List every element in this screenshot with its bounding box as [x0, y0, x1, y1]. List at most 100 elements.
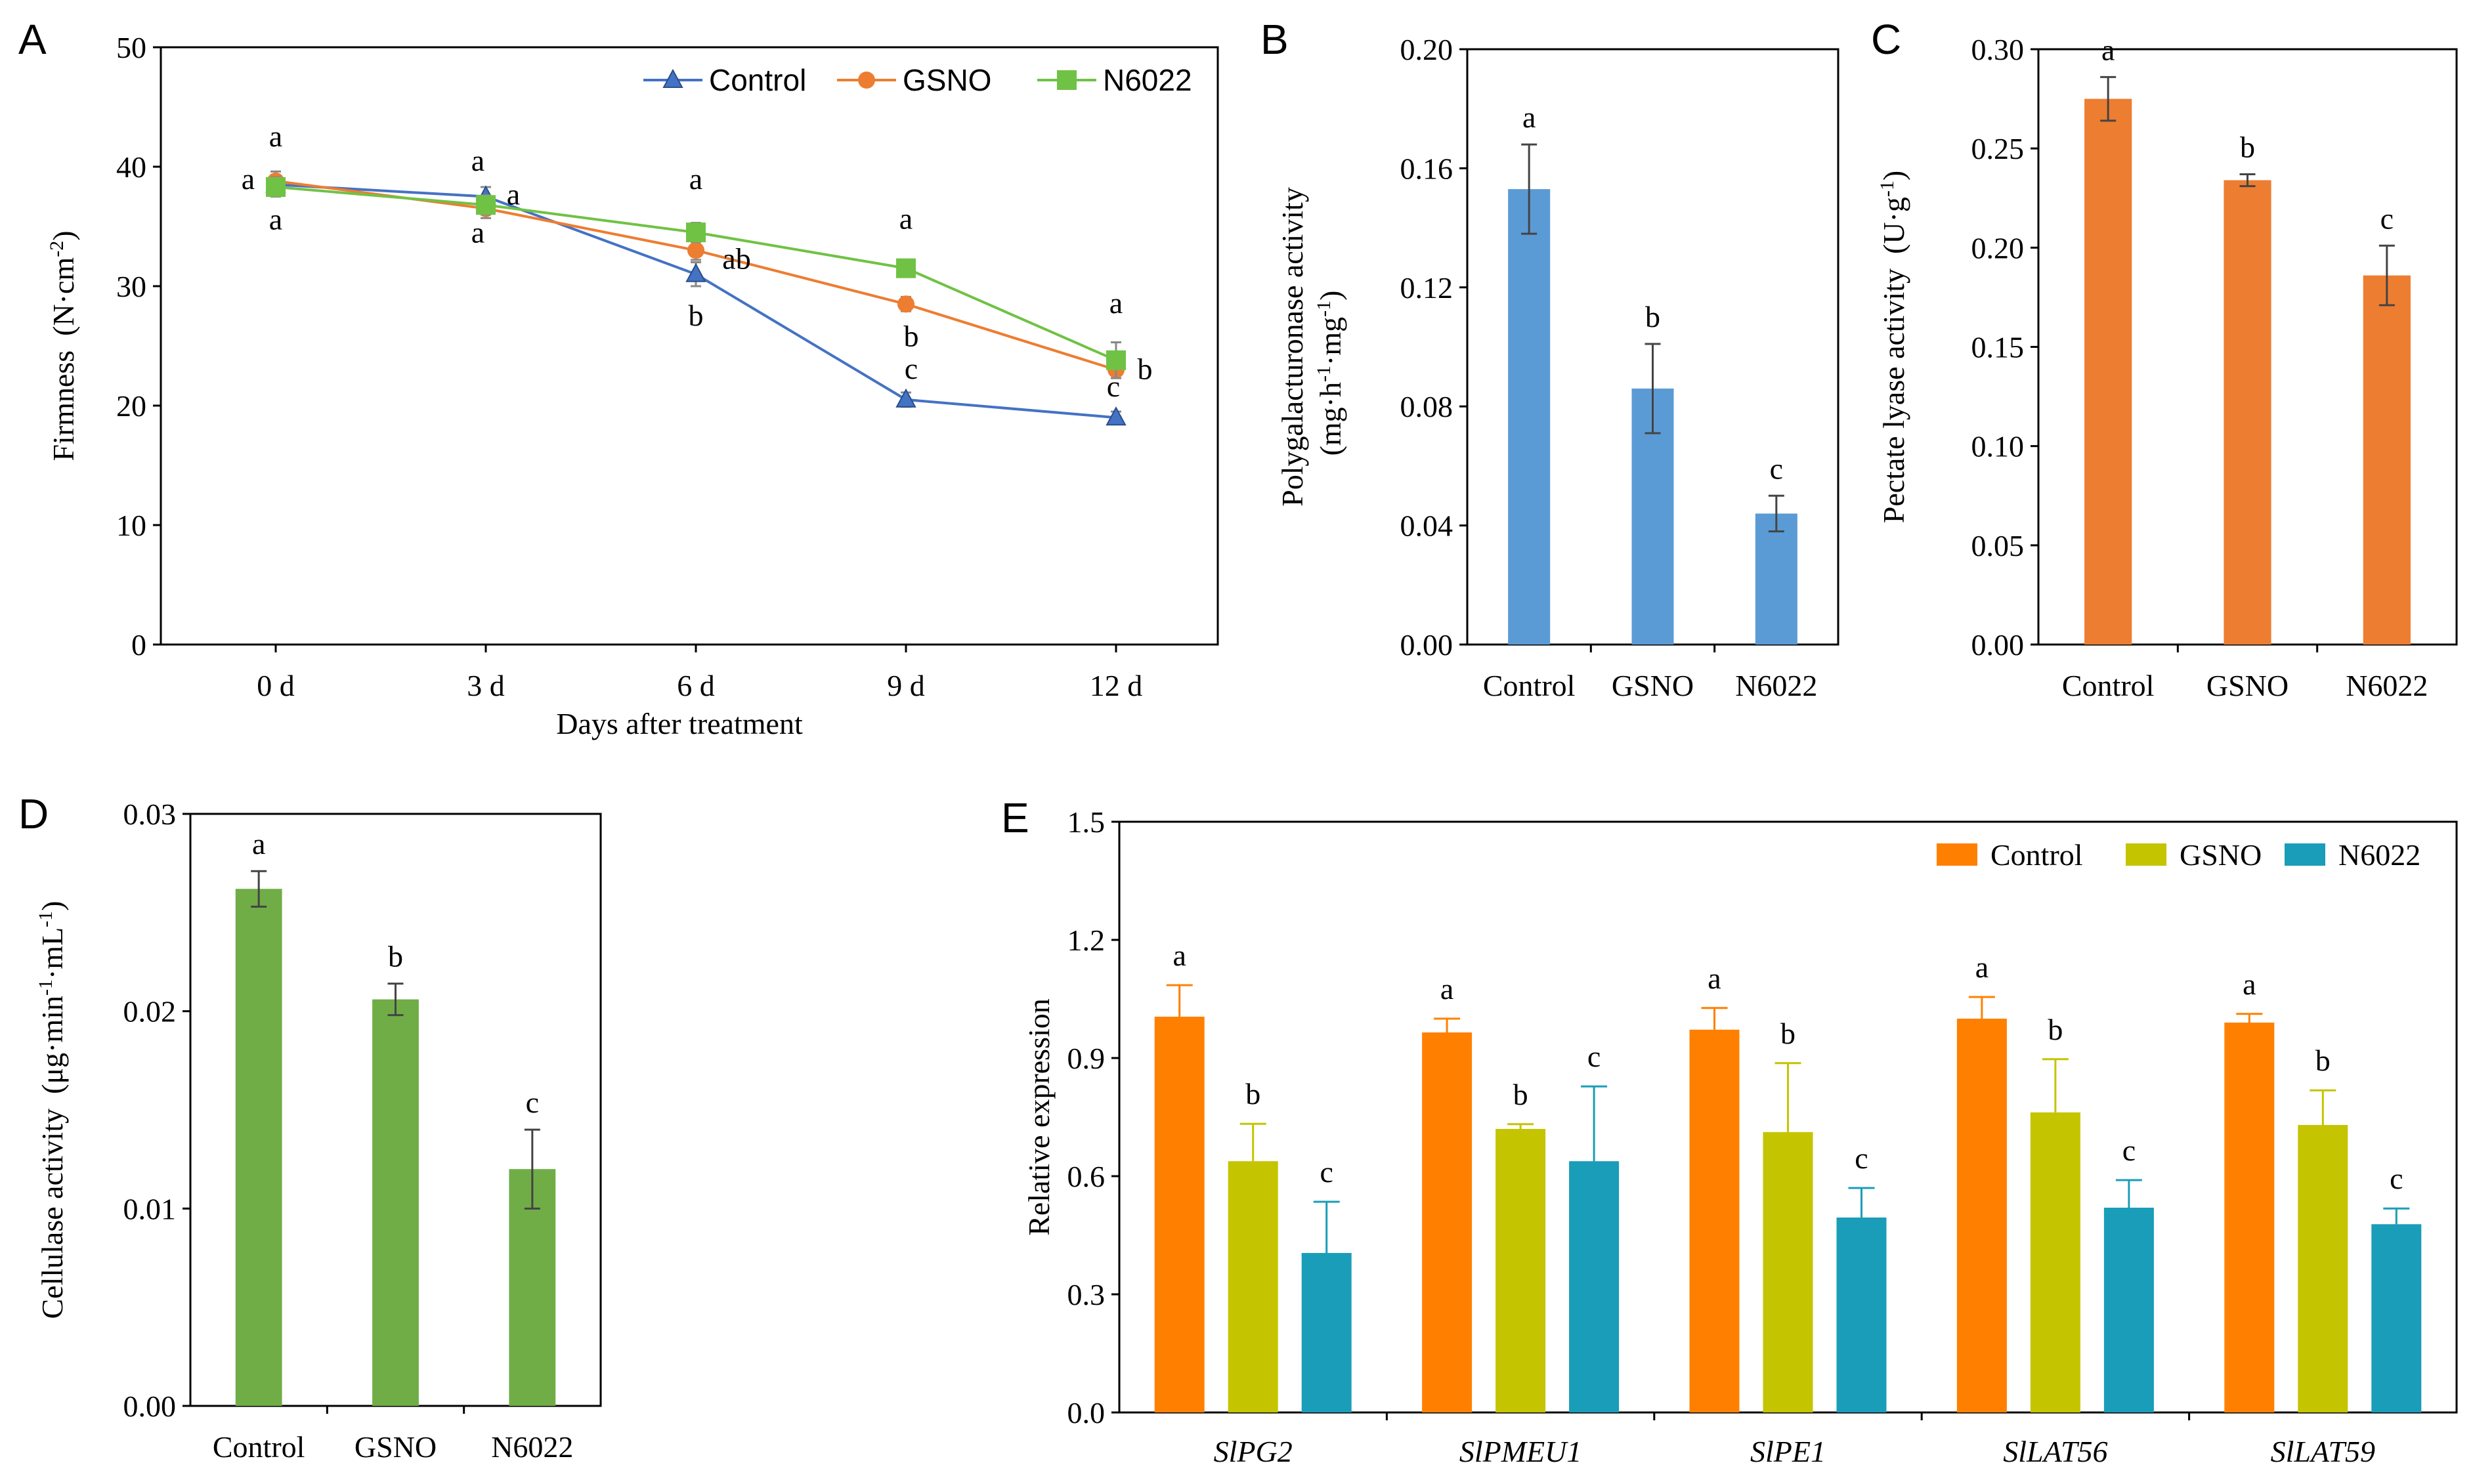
bar-control — [1154, 1017, 1205, 1412]
y-title-main: Cellulase activity — [35, 1109, 69, 1319]
y-tick-label: 0.03 — [123, 797, 177, 831]
legend-label-control: Control — [1990, 838, 2083, 872]
x-tick-label: Control — [213, 1430, 305, 1464]
x-tick-label-gene: SlLAT56 — [2003, 1435, 2107, 1468]
y-title-mid: ·mg — [1314, 317, 1347, 366]
panel-c-pectate-lyase-chart: C 0.00 0.05 0.10 0.15 0.20 0.25 0.30 a Control b GS… — [1871, 16, 2458, 702]
data-point-n6022 — [1106, 350, 1126, 370]
data-point-control — [685, 263, 706, 282]
legend-label-gsno: GSNO — [903, 63, 991, 97]
significance-letter: b — [388, 940, 403, 973]
significance-letter: b — [2048, 1013, 2063, 1046]
bar-gsno — [372, 999, 419, 1406]
data-point-gsno — [687, 242, 704, 259]
significance-letter: ab — [722, 242, 750, 275]
y-tick-label: 0.6 — [1067, 1160, 1106, 1193]
significance-letter: a — [689, 162, 702, 196]
y-tick-label: 0.04 — [1400, 509, 1453, 543]
significance-letter: b — [1245, 1077, 1260, 1111]
bar-n6022 — [1836, 1218, 1887, 1412]
y-tick-label: 0.15 — [1971, 331, 2025, 364]
y-axis-title: Pectate lyase activity (U·g-1) — [1876, 171, 1911, 523]
significance-letter: c — [2380, 201, 2394, 235]
significance-letter: b — [1138, 352, 1153, 385]
panel-e-relative-expression-chart: E 0.0 0.3 0.6 0.9 1.2 1.5 SlPG2 a b c SlPMEU1 a b c SlP… — [1001, 794, 2458, 1468]
y-tick-label: 0.30 — [1971, 33, 2025, 66]
bar-gsno — [1228, 1161, 1278, 1412]
x-tick-label-gene: SlPG2 — [1214, 1435, 1293, 1468]
panel-d-cellulase-chart: D 0.00 0.01 0.02 0.03 a Control b GSNO c N6022 Cell… — [18, 790, 602, 1464]
significance-letter: a — [471, 216, 484, 249]
bar-n6022 — [2371, 1224, 2422, 1412]
y-tick-label: 0.25 — [1971, 132, 2025, 165]
x-tick-label: N6022 — [491, 1430, 573, 1464]
legend-marker-gsno — [858, 72, 875, 89]
bar-gsno — [2224, 180, 2271, 645]
y-tick-label: 0.3 — [1067, 1278, 1106, 1311]
legend-label-control: Control — [709, 63, 806, 97]
legend-swatch-gsno — [2126, 843, 2166, 866]
x-tick-label: N6022 — [1735, 669, 1817, 702]
significance-letter: c — [1107, 370, 1120, 403]
y-axis-title: Relative expression — [1022, 998, 1056, 1236]
legend-swatch-control — [1937, 843, 1977, 866]
significance-letter: a — [507, 178, 520, 211]
x-tick-label-gene: SlPMEU1 — [1459, 1435, 1582, 1468]
x-tick-label: GSNO — [355, 1430, 437, 1464]
y-title-close: ) — [35, 901, 69, 910]
legend-label-gsno: GSNO — [2180, 838, 2262, 872]
y-axis-title: Cellulase activity(μg·min-1·mL-1) — [35, 901, 70, 1319]
significance-letter: a — [1440, 972, 1453, 1006]
significance-letter: a — [899, 202, 913, 236]
legend-swatch-n6022 — [2285, 843, 2325, 866]
y-title-sup: -1 — [1876, 180, 1898, 197]
significance-letter: c — [1855, 1141, 1868, 1175]
significance-letter: c — [1587, 1040, 1601, 1073]
legend-label-n6022: N6022 — [1103, 63, 1192, 97]
y-title-unit: (mg·h — [1314, 382, 1347, 456]
significance-letter: b — [1513, 1078, 1528, 1111]
significance-letter: a — [269, 119, 282, 153]
significance-letter: a — [1109, 286, 1123, 320]
significance-letter: a — [252, 827, 265, 860]
data-point-n6022 — [266, 177, 286, 197]
bar-control — [1956, 1019, 2007, 1412]
y-title-sup: -2 — [46, 241, 68, 257]
x-tick-label: 12 d — [1090, 669, 1143, 702]
y-tick-label: 1.5 — [1067, 805, 1106, 839]
bar-gsno — [2030, 1112, 2080, 1412]
significance-letter: c — [526, 1086, 539, 1119]
significance-letter: a — [1522, 100, 1536, 134]
y-title-sup: -1 — [35, 979, 56, 996]
legend: Control GSNO N6022 — [1937, 838, 2420, 872]
bar-control — [235, 889, 282, 1406]
data-point-control — [1106, 406, 1127, 426]
significance-letter: b — [689, 299, 704, 332]
bar-n6022 — [1755, 513, 1797, 645]
y-tick-label: 0.00 — [1971, 628, 2025, 662]
y-tick-label: 0.10 — [1971, 430, 2025, 463]
bar-n6022 — [1569, 1161, 1620, 1412]
x-tick-label: GSNO — [2206, 669, 2289, 702]
y-tick-label: 0.0 — [1067, 1396, 1106, 1430]
significance-letter: c — [1320, 1155, 1333, 1189]
y-tick-label: 0.00 — [1400, 628, 1453, 662]
y-tick-label: 0.9 — [1067, 1042, 1106, 1075]
data-point-control — [895, 388, 916, 408]
panel-letter-d: D — [18, 790, 49, 837]
y-tick-label: 0.00 — [123, 1389, 177, 1423]
significance-letter: b — [1780, 1017, 1796, 1050]
x-tick-label: 3 d — [467, 669, 505, 702]
significance-letter: c — [905, 352, 918, 385]
y-title-unit: (N·cm — [47, 257, 80, 336]
significance-letter: a — [2101, 33, 2115, 66]
y-title-close: ) — [47, 230, 80, 240]
legend: Control GSNO N6022 — [643, 63, 1192, 97]
bar-control — [1508, 189, 1551, 645]
legend-label-n6022: N6022 — [2338, 838, 2420, 872]
x-tick-label-gene: SlLAT59 — [2271, 1435, 2375, 1468]
y-tick-label: 40 — [116, 150, 146, 184]
data-point-gsno — [897, 295, 914, 313]
bar-gsno — [1495, 1129, 1546, 1412]
